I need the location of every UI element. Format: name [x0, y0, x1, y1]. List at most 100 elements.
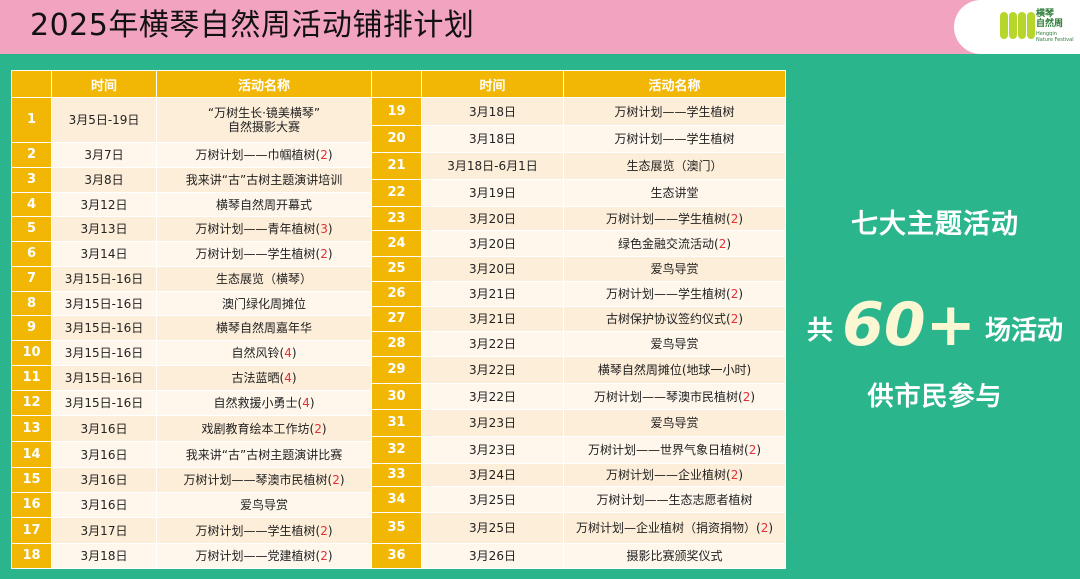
row-number: 33 [371, 463, 422, 487]
table-row: 36 3月26日 摄影比赛颁奖仪式 [371, 543, 786, 569]
row-activity: 万树计划——企业植树(2) [563, 463, 786, 487]
row-date: 3月18日 [421, 125, 564, 153]
row-date: 3月16日 [51, 492, 157, 518]
row-activity: 爱鸟导赏 [563, 331, 786, 357]
row-date: 3月18日 [421, 97, 564, 126]
row-date: 3月12日 [51, 192, 157, 217]
row-number: 19 [371, 97, 422, 126]
table-row: 1 3月5日-19日 “万树生长·镜美横琴” 自然摄影大赛 [11, 97, 372, 143]
header-bar: 2025年横琴自然周活动铺排计划 横琴 自然周 Hengqin Nature F… [0, 0, 1080, 54]
row-activity: 生态讲堂 [563, 179, 786, 207]
row-date: 3月15日-16日 [51, 315, 157, 341]
row-number: 16 [11, 492, 52, 518]
row-number: 6 [11, 241, 52, 267]
row-number: 1 [11, 97, 52, 143]
row-number: 32 [371, 436, 422, 464]
table-row: 21 3月18日-6月1日 生态展览（澳门） [371, 152, 786, 180]
row-date: 3月25日 [421, 486, 564, 513]
session-count: 2 [718, 236, 727, 251]
row-activity: “万树生长·镜美横琴” 自然摄影大赛 [156, 97, 372, 143]
table-row: 6 3月14日 万树计划——学生植树(2) [11, 241, 372, 267]
table-row: 29 3月22日 横琴自然周摊位(地球一小时) [371, 356, 786, 384]
table-row: 17 3月17日 万树计划——学生植树(2) [11, 517, 372, 544]
row-date: 3月15日-16日 [51, 365, 157, 391]
row-number: 34 [371, 486, 422, 513]
session-count: 2 [332, 473, 340, 487]
row-date: 3月23日 [421, 436, 564, 464]
table-row: 30 3月22日 万树计划——琴澳市民植树(2) [371, 383, 786, 410]
row-number: 22 [371, 179, 422, 207]
row-number: 24 [371, 230, 422, 257]
row-date: 3月15日-16日 [51, 340, 157, 366]
row-date: 3月20日 [421, 256, 564, 282]
row-activity: 万树计划——生态志愿者植树 [563, 486, 786, 513]
session-count: 4 [284, 371, 292, 385]
row-activity: 万树计划——琴澳市民植树(2) [563, 383, 786, 410]
row-number: 23 [371, 206, 422, 231]
header-time: 时间 [51, 70, 157, 98]
table-row: 11 3月15日-16日 古法蓝晒(4) [11, 365, 372, 391]
row-number: 25 [371, 256, 422, 282]
row-date: 3月17日 [51, 517, 157, 544]
row-activity: 摄影比赛颁奖仪式 [563, 543, 786, 569]
session-count: 3 [320, 222, 328, 236]
row-activity: 横琴自然周嘉年华 [156, 315, 372, 341]
table-row: 24 3月20日 绿色金融交流活动(2) [371, 230, 786, 257]
row-activity: 万树计划——世界气象日植树(2) [563, 436, 786, 464]
row-date: 3月22日 [421, 356, 564, 384]
row-number: 14 [11, 441, 52, 468]
table-row: 27 3月21日 古树保护协议签约仪式(2) [371, 306, 786, 332]
row-number: 29 [371, 356, 422, 384]
row-number: 7 [11, 266, 52, 292]
table-row: 3 3月8日 我来讲“古”古树主题演讲培训 [11, 167, 372, 193]
table-row: 16 3月16日 爱鸟导赏 [11, 492, 372, 518]
row-activity: 万树计划——琴澳市民植树(2) [156, 467, 372, 493]
row-number: 8 [11, 291, 52, 316]
row-date: 3月22日 [421, 383, 564, 410]
header-num [371, 70, 422, 98]
session-count: 2 [742, 389, 751, 404]
theme-text: 七大主题活动 [851, 209, 1019, 240]
row-number: 27 [371, 306, 422, 332]
table-row: 19 3月18日 万树计划——学生植树 [371, 97, 786, 126]
row-number: 15 [11, 467, 52, 493]
activity-count: 共 60+ 场活动 [790, 290, 1080, 360]
row-activity: 万树计划——学生植树 [563, 97, 786, 126]
row-date: 3月22日 [421, 331, 564, 357]
row-date: 3月16日 [51, 415, 157, 442]
session-count: 2 [320, 247, 328, 261]
count-suffix: 场活动 [984, 316, 1063, 346]
row-number: 31 [371, 409, 422, 437]
row-activity: 我来讲“古”古树主题演讲比赛 [156, 441, 372, 468]
row-date: 3月16日 [51, 441, 157, 468]
table-row: 13 3月16日 戏剧教育绘本工作坊(2) [11, 415, 372, 442]
row-date: 3月23日 [421, 409, 564, 437]
table-row: 28 3月22日 爱鸟导赏 [371, 331, 786, 357]
row-date: 3月18日-6月1日 [421, 152, 564, 180]
row-activity: 绿色金融交流活动(2) [563, 230, 786, 257]
row-number: 11 [11, 365, 52, 391]
row-date: 3月13日 [51, 216, 157, 242]
row-date: 3月20日 [421, 230, 564, 257]
session-count: 2 [748, 443, 757, 457]
table-row: 20 3月18日 万树计划——学生植树 [371, 125, 786, 153]
header-num [11, 70, 52, 98]
row-activity: 万树计划——学生植树 [563, 125, 786, 153]
session-count: 2 [320, 523, 328, 538]
row-activity: 万树计划——学生植树(2) [563, 281, 786, 307]
table-row: 32 3月23日 万树计划——世界气象日植树(2) [371, 436, 786, 464]
table-row: 10 3月15日-16日 自然风铃(4) [11, 340, 372, 366]
session-count: 4 [284, 346, 292, 360]
schedule-table-left: 时间 活动名称 1 3月5日-19日 “万树生长·镜美横琴” 自然摄影大赛 2 3月7日万… [11, 70, 372, 569]
header-name: 活动名称 [563, 70, 786, 98]
table-row: 2 3月7日 万树计划——巾帼植树(2) [11, 142, 372, 168]
row-date: 3月26日 [421, 543, 564, 569]
row-activity: 自然救援小勇士(4) [156, 390, 372, 416]
table-row: 7 3月15日-16日 生态展览（横琴） [11, 266, 372, 292]
table-row: 14 3月16日 我来讲“古”古树主题演讲比赛 [11, 441, 372, 468]
row-date: 3月18日 [51, 543, 157, 569]
row-date: 3月19日 [421, 179, 564, 207]
table-row: 5 3月13日 万树计划——青年植树(3) [11, 216, 372, 242]
row-number: 26 [371, 281, 422, 307]
row-activity: 古树保护协议签约仪式(2) [563, 306, 786, 332]
